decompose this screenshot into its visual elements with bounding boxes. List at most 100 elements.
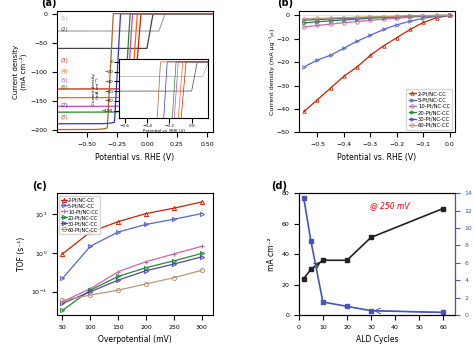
10-Pt/NC-CC [88, 286, 93, 291]
30-Pt/NC-CC [420, 14, 426, 18]
60-Pt/NC-CC [88, 293, 93, 297]
5-Pt/NC-CC [354, 39, 360, 43]
Legend: 2-Pt/NC-CC, 5-Pt/NC-CC, 10-Pt/NC-CC, 20-Pt/NC-CC, 30-Pt/NC-CC, 60-Pt/NC-CC: 2-Pt/NC-CC, 5-Pt/NC-CC, 10-Pt/NC-CC, 20-… [406, 89, 452, 130]
X-axis label: Potential vs. RHE (V): Potential vs. RHE (V) [337, 153, 417, 162]
30-Pt/NC-CC [199, 255, 205, 259]
2-Pt/NC-CC [301, 109, 307, 113]
60-Pt/NC-CC [341, 15, 347, 20]
60-Pt/NC-CC [143, 282, 149, 286]
30-Pt/NC-CC [301, 18, 307, 22]
20-Pt/NC-CC [367, 16, 373, 20]
Text: (a): (a) [41, 0, 57, 8]
2-Pt/NC-CC [394, 35, 400, 40]
Line: 30-Pt/NC-CC: 30-Pt/NC-CC [302, 14, 451, 22]
60-Pt/NC-CC [367, 15, 373, 19]
2-Pt/NC-CC [447, 13, 453, 18]
2-Pt/NC-CC [367, 53, 373, 57]
5-Pt/NC-CC [407, 19, 413, 23]
Text: (2): (2) [61, 27, 68, 32]
20-Pt/NC-CC [60, 308, 65, 313]
5-Pt/NC-CC [60, 276, 65, 281]
2-Pt/NC-CC [407, 27, 413, 32]
10-Pt/NC-CC [143, 260, 149, 264]
30-Pt/NC-CC [407, 14, 413, 18]
60-Pt/NC-CC [199, 268, 205, 272]
5-Pt/NC-CC [394, 23, 400, 27]
60-Pt/NC-CC [447, 13, 453, 18]
20-Pt/NC-CC [394, 15, 400, 19]
2-Pt/NC-CC [171, 206, 177, 210]
5-Pt/NC-CC [115, 230, 121, 234]
20-Pt/NC-CC [341, 18, 347, 22]
Line: 5-Pt/NC-CC: 5-Pt/NC-CC [302, 14, 451, 69]
10-Pt/NC-CC [434, 14, 439, 18]
Text: (8): (8) [61, 116, 68, 121]
Text: (5): (5) [61, 78, 68, 83]
Line: 10-Pt/NC-CC: 10-Pt/NC-CC [60, 244, 204, 304]
60-Pt/NC-CC [60, 298, 65, 303]
Y-axis label: Current density
(mA cm⁻²): Current density (mA cm⁻²) [13, 44, 27, 99]
20-Pt/NC-CC [315, 20, 320, 24]
2-Pt/NC-CC [88, 230, 93, 234]
Line: 20-Pt/NC-CC: 20-Pt/NC-CC [302, 14, 451, 25]
5-Pt/NC-CC [381, 27, 386, 32]
2-Pt/NC-CC [315, 97, 320, 102]
30-Pt/NC-CC [367, 15, 373, 20]
10-Pt/NC-CC [301, 25, 307, 29]
10-Pt/NC-CC [354, 19, 360, 24]
5-Pt/NC-CC [420, 16, 426, 20]
10-Pt/NC-CC [367, 18, 373, 23]
Line: 60-Pt/NC-CC: 60-Pt/NC-CC [60, 268, 204, 303]
20-Pt/NC-CC [447, 13, 453, 18]
Bar [323, 193, 371, 315]
5-Pt/NC-CC [328, 53, 334, 57]
10-Pt/NC-CC [341, 20, 347, 25]
2-Pt/NC-CC [354, 65, 360, 69]
2-Pt/NC-CC [434, 16, 439, 20]
2-Pt/NC-CC [143, 212, 149, 216]
Text: (3): (3) [61, 58, 68, 63]
Line: 2-Pt/NC-CC: 2-Pt/NC-CC [60, 200, 204, 256]
10-Pt/NC-CC [328, 22, 334, 26]
Y-axis label: Current density (mA μg⁻¹ₚₜ): Current density (mA μg⁻¹ₚₜ) [269, 28, 274, 115]
60-Pt/NC-CC [394, 14, 400, 18]
Y-axis label: mA cm⁻²: mA cm⁻² [267, 237, 276, 271]
2-Pt/NC-CC [341, 74, 347, 78]
5-Pt/NC-CC [171, 217, 177, 221]
20-Pt/NC-CC [381, 15, 386, 20]
30-Pt/NC-CC [394, 14, 400, 19]
5-Pt/NC-CC [447, 13, 453, 18]
30-Pt/NC-CC [381, 15, 386, 19]
2-Pt/NC-CC [381, 44, 386, 48]
60-Pt/NC-CC [315, 16, 320, 21]
20-Pt/NC-CC [420, 14, 426, 18]
30-Pt/NC-CC [60, 301, 65, 305]
20-Pt/NC-CC [407, 14, 413, 19]
2-Pt/NC-CC [420, 20, 426, 25]
Text: (1): (1) [61, 16, 68, 21]
30-Pt/NC-CC [328, 17, 334, 21]
20-Pt/NC-CC [143, 266, 149, 270]
Line: 30-Pt/NC-CC: 30-Pt/NC-CC [60, 255, 204, 305]
10-Pt/NC-CC [171, 252, 177, 256]
20-Pt/NC-CC [328, 19, 334, 23]
5-Pt/NC-CC [301, 65, 307, 69]
20-Pt/NC-CC [434, 13, 439, 18]
20-Pt/NC-CC [354, 17, 360, 21]
10-Pt/NC-CC [199, 244, 205, 248]
Y-axis label: TOF (s⁻¹): TOF (s⁻¹) [17, 237, 26, 271]
60-Pt/NC-CC [328, 16, 334, 20]
X-axis label: Potential vs. RHE (V): Potential vs. RHE (V) [95, 153, 174, 162]
5-Pt/NC-CC [341, 46, 347, 50]
Line: 60-Pt/NC-CC: 60-Pt/NC-CC [302, 14, 451, 21]
Text: (d): (d) [271, 181, 287, 191]
30-Pt/NC-CC [447, 13, 453, 18]
5-Pt/NC-CC [143, 222, 149, 227]
2-Pt/NC-CC [328, 86, 334, 90]
30-Pt/NC-CC [88, 290, 93, 294]
60-Pt/NC-CC [381, 14, 386, 19]
X-axis label: ALD Cycles: ALD Cycles [356, 335, 398, 344]
60-Pt/NC-CC [434, 13, 439, 18]
2-Pt/NC-CC [60, 252, 65, 256]
10-Pt/NC-CC [407, 15, 413, 19]
